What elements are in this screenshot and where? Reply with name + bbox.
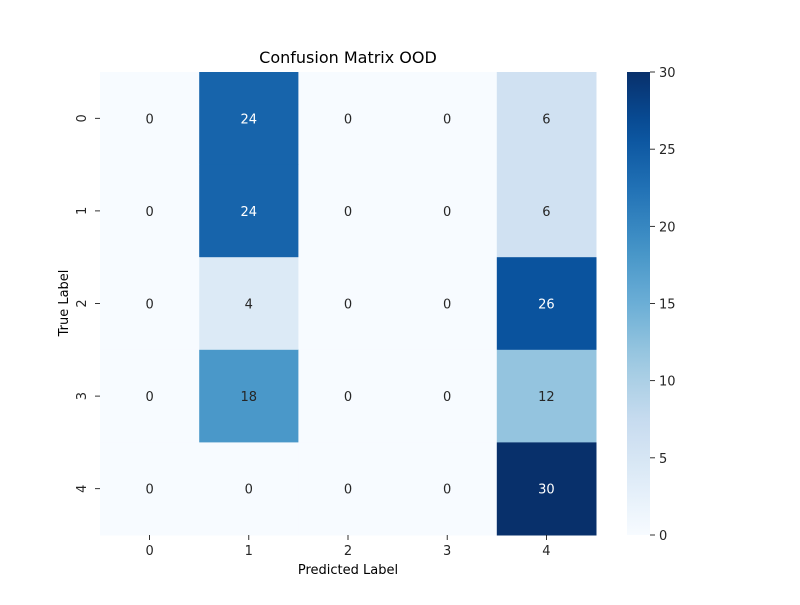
y-axis-label: True Label xyxy=(57,270,72,338)
heatmap-cell xyxy=(496,349,597,443)
cell-value-label: 18 xyxy=(241,390,258,405)
y-tick-label: 2 xyxy=(75,299,90,307)
cell-value-label: 12 xyxy=(538,390,555,405)
colorbar-tick-label: 30 xyxy=(659,66,676,81)
y-axis-ticks: 0 1 2 3 4 xyxy=(75,114,100,493)
chart-title: Confusion Matrix OOD xyxy=(259,48,437,67)
heatmap-cell xyxy=(496,164,597,258)
cell-value-label: 0 xyxy=(145,483,153,498)
cell-value-label: 0 xyxy=(443,112,451,127)
cell-value-label: 0 xyxy=(145,298,153,313)
x-tick-label: 2 xyxy=(344,544,352,559)
cell-value-label: 0 xyxy=(145,390,153,405)
heatmap-cell xyxy=(298,164,399,258)
heatmap-cell xyxy=(397,349,498,443)
cell-value-label: 24 xyxy=(241,112,258,127)
cell-value-label: 24 xyxy=(241,205,258,220)
colorbar-tick-label: 5 xyxy=(659,452,667,467)
heatmap-cell-labels: 0 24 0 0 6 0 24 0 0 6 0 4 0 0 26 0 18 0 0 12 0 0 0 0 30 xyxy=(145,112,554,497)
heatmap-cell xyxy=(298,257,399,351)
heatmap-cell xyxy=(199,349,299,443)
cell-value-label: 0 xyxy=(344,483,352,498)
heatmap-cell xyxy=(397,442,498,536)
colorbar-tick-label: 20 xyxy=(659,220,676,235)
y-tick-label: 1 xyxy=(75,207,90,215)
colorbar xyxy=(627,72,650,535)
colorbar-tick-label: 0 xyxy=(659,529,667,544)
cell-value-label: 0 xyxy=(443,205,451,220)
cell-value-label: 0 xyxy=(344,298,352,313)
cell-value-label: 6 xyxy=(542,205,550,220)
cell-value-label: 30 xyxy=(538,483,555,498)
cell-value-label: 0 xyxy=(344,205,352,220)
x-tick-label: 1 xyxy=(245,544,253,559)
heatmap-cell xyxy=(100,164,200,258)
cell-value-label: 0 xyxy=(443,390,451,405)
heatmap-cell xyxy=(298,442,399,536)
cell-value-label: 0 xyxy=(145,112,153,127)
heatmap-cell xyxy=(199,442,299,536)
x-axis-ticks: 0 1 2 3 4 xyxy=(145,535,551,559)
cell-value-label: 0 xyxy=(344,112,352,127)
cell-value-label: 0 xyxy=(344,390,352,405)
y-tick-label: 3 xyxy=(75,392,90,400)
heatmap-cell xyxy=(298,349,399,443)
cell-value-label: 0 xyxy=(443,298,451,313)
cell-value-label: 0 xyxy=(443,483,451,498)
heatmap-cell xyxy=(397,257,498,351)
y-tick-label: 0 xyxy=(75,114,90,122)
cell-value-label: 26 xyxy=(538,298,555,313)
colorbar-tick-label: 15 xyxy=(659,298,676,313)
colorbar-tick-label: 10 xyxy=(659,375,676,390)
heatmap-cell xyxy=(397,72,498,166)
x-axis-label: Predicted Label xyxy=(298,563,398,578)
heatmap-cell xyxy=(496,72,597,166)
heatmap-cell xyxy=(199,257,299,351)
cell-value-label: 0 xyxy=(245,483,253,498)
x-tick-label: 0 xyxy=(145,544,153,559)
heatmap-cells xyxy=(100,72,597,536)
heatmap-cell xyxy=(199,164,299,258)
y-tick-label: 4 xyxy=(75,485,90,493)
heatmap-cell xyxy=(397,164,498,258)
colorbar-tick-label: 25 xyxy=(659,143,676,158)
cell-value-label: 0 xyxy=(145,205,153,220)
cell-value-label: 6 xyxy=(542,112,550,127)
heatmap-cell xyxy=(100,257,200,351)
heatmap-cell xyxy=(100,72,200,166)
heatmap-cell xyxy=(199,72,299,166)
heatmap-cell xyxy=(298,72,399,166)
heatmap-cell xyxy=(100,442,200,536)
heatmap-cell xyxy=(496,257,597,351)
colorbar-ticks: 0 5 10 15 20 25 30 xyxy=(650,66,676,544)
heatmap-cell xyxy=(100,349,200,443)
heatmap-cell xyxy=(496,442,597,536)
cell-value-label: 4 xyxy=(245,298,253,313)
x-tick-label: 4 xyxy=(542,544,550,559)
x-tick-label: 3 xyxy=(443,544,451,559)
